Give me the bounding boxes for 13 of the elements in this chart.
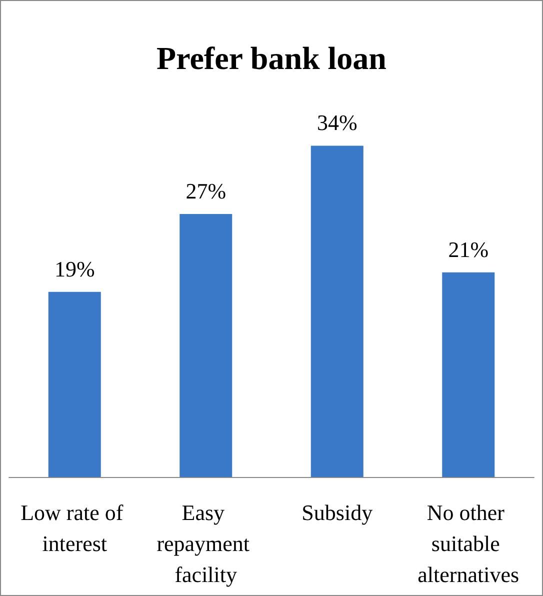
- bar: [442, 272, 495, 477]
- x-tick-label: Subsidy: [302, 500, 373, 525]
- data-label: 19%: [54, 256, 95, 282]
- x-tick-label: No other suitable alternatives: [418, 500, 520, 587]
- data-label: 21%: [448, 236, 489, 262]
- x-tick-label: Easy repayment facility: [156, 500, 256, 587]
- x-tick-label: Low rate of interest: [20, 500, 129, 556]
- bar: [180, 214, 232, 477]
- data-label: 34%: [316, 110, 358, 136]
- chart-title: Prefer bank loan: [156, 40, 387, 76]
- data-label: 27%: [186, 178, 226, 204]
- bar: [48, 292, 101, 477]
- bar: [310, 146, 364, 477]
